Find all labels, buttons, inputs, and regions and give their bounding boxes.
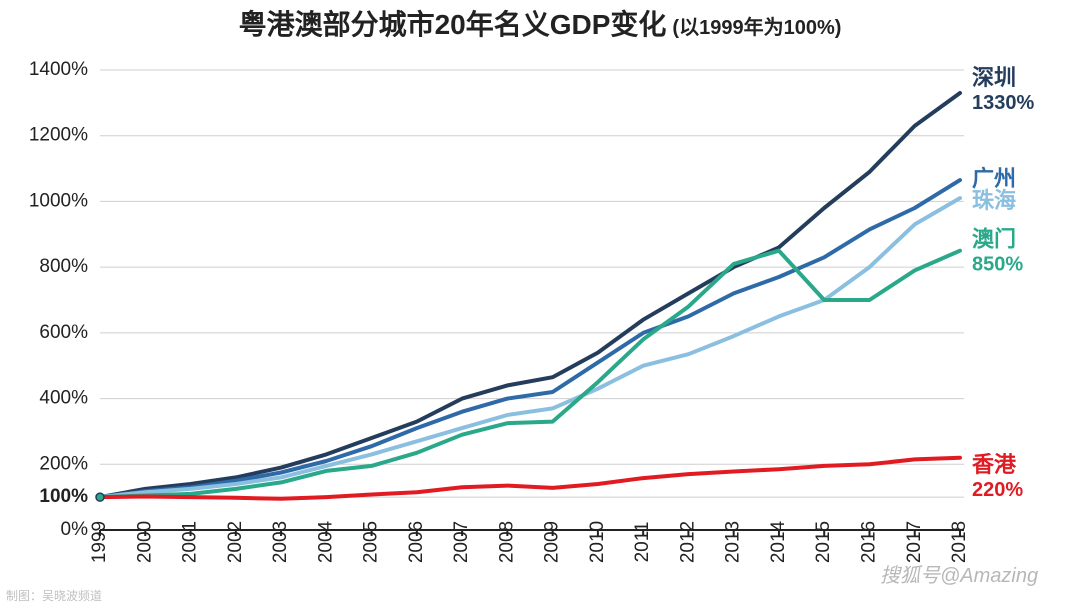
svg-text:2012: 2012 xyxy=(677,521,698,563)
svg-text:1999: 1999 xyxy=(89,521,110,563)
svg-text:2011: 2011 xyxy=(632,522,653,563)
series-end-label-香港: 香港 xyxy=(972,452,1017,477)
series-end-label-珠海: 珠海 xyxy=(972,188,1016,213)
svg-text:1000%: 1000% xyxy=(29,190,88,211)
svg-text:100%: 100% xyxy=(39,486,88,507)
svg-text:2005: 2005 xyxy=(361,521,382,563)
watermark-text: 搜狐号@Amazing xyxy=(880,565,1038,587)
svg-text:2003: 2003 xyxy=(270,521,291,563)
series-end-label-深圳: 深圳 xyxy=(972,65,1016,90)
svg-text:800%: 800% xyxy=(39,256,88,277)
svg-text:1400%: 1400% xyxy=(29,59,88,80)
svg-text:1200%: 1200% xyxy=(29,125,88,146)
svg-text:2007: 2007 xyxy=(451,521,472,563)
svg-text:2016: 2016 xyxy=(858,521,879,563)
svg-text:400%: 400% xyxy=(39,388,88,409)
svg-text:2014: 2014 xyxy=(768,520,789,563)
svg-text:2017: 2017 xyxy=(904,521,925,563)
svg-text:2009: 2009 xyxy=(542,521,563,563)
svg-text:2010: 2010 xyxy=(587,521,608,563)
svg-text:2015: 2015 xyxy=(813,521,834,563)
svg-text:2018: 2018 xyxy=(949,521,970,563)
series-end-value-香港: 220% xyxy=(972,479,1023,501)
svg-text:200%: 200% xyxy=(39,453,88,474)
svg-text:600%: 600% xyxy=(39,322,88,343)
svg-text:2004: 2004 xyxy=(315,520,336,563)
svg-text:2008: 2008 xyxy=(496,521,517,563)
svg-text:2013: 2013 xyxy=(723,521,744,563)
series-end-value-澳门: 850% xyxy=(972,254,1023,276)
svg-text:2000: 2000 xyxy=(134,521,155,563)
svg-text:0%: 0% xyxy=(61,519,89,540)
svg-text:2001: 2001 xyxy=(180,521,201,563)
svg-text:2002: 2002 xyxy=(225,521,246,563)
chart-container: 粤港澳部分城市20年名义GDP变化(以1999年为100%)0%100%200%… xyxy=(0,0,1080,608)
series-end-label-澳门: 澳门 xyxy=(972,227,1016,252)
svg-text:2006: 2006 xyxy=(406,521,427,563)
series-end-value-深圳: 1330% xyxy=(972,92,1034,114)
credit-text: 制图：吴晓波频道 xyxy=(6,589,102,603)
start-marker xyxy=(96,493,104,501)
